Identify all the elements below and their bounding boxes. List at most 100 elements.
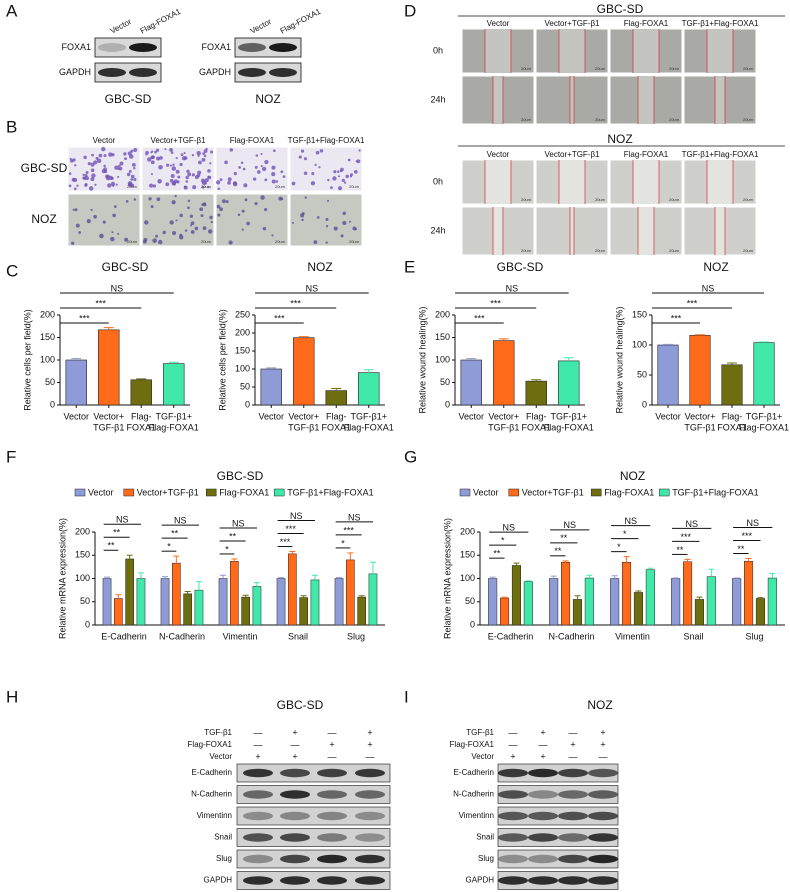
bar xyxy=(102,578,112,626)
blot xyxy=(236,763,391,783)
cell-dot xyxy=(190,224,193,227)
cell-dot xyxy=(172,231,177,235)
cell-dot xyxy=(336,170,340,173)
cell-dot xyxy=(123,152,127,156)
cell-dot xyxy=(164,148,167,151)
band xyxy=(317,876,347,885)
cell-dot xyxy=(353,170,358,174)
cell-dot xyxy=(128,154,134,159)
band xyxy=(588,854,618,864)
cell-dot xyxy=(175,169,180,174)
legend-label: Flag-FOXA1 xyxy=(604,487,654,497)
band xyxy=(98,43,126,52)
band xyxy=(588,811,618,821)
x-tick-label: FOXA1 xyxy=(521,422,551,432)
band xyxy=(317,790,347,799)
condition-label: Vector xyxy=(209,752,232,761)
band xyxy=(558,854,588,864)
cell-dot xyxy=(187,172,192,177)
legend-label: Vector xyxy=(88,487,114,497)
cell-dot xyxy=(203,203,207,207)
panel-letter: A xyxy=(6,1,18,20)
bar xyxy=(671,578,681,626)
y-tick-label: 150 xyxy=(632,309,647,319)
x-tick-label: FOXA1 xyxy=(321,422,351,432)
y-axis-label: Relative wound healing(%) xyxy=(614,306,624,413)
wound xyxy=(485,160,511,204)
x-tick-label: Vector xyxy=(258,411,284,421)
cell-dot xyxy=(98,153,103,158)
bar xyxy=(288,553,297,626)
band xyxy=(498,768,528,778)
bar xyxy=(194,589,204,626)
band xyxy=(129,43,157,52)
y-tick-label: 50 xyxy=(637,369,647,379)
legend-swatch xyxy=(273,488,285,497)
x-tick-label: Flag-FOXA1 xyxy=(739,422,789,432)
bar xyxy=(218,578,228,626)
cell-dot xyxy=(264,159,269,165)
panel-title: GBC-SD xyxy=(277,698,324,712)
bar xyxy=(572,599,582,626)
bar xyxy=(357,596,366,626)
cell-dot xyxy=(298,155,302,159)
cell-dot xyxy=(332,176,337,181)
cell-dot xyxy=(145,150,149,155)
micrograph xyxy=(289,146,363,192)
cell-dot xyxy=(300,213,305,218)
cell-dot xyxy=(82,173,85,176)
band xyxy=(280,768,310,778)
cell-dot xyxy=(152,184,157,188)
error-bar xyxy=(195,581,202,591)
column-label: TGF-β1+Flag-FOXA1 xyxy=(288,136,365,145)
y-tick-label: 200 xyxy=(435,309,450,319)
band xyxy=(528,768,558,778)
condition-mark: + xyxy=(292,727,297,737)
band xyxy=(588,833,618,842)
cell-dot xyxy=(187,199,191,203)
cell-dot xyxy=(179,235,184,240)
y-tick-label: 0 xyxy=(50,399,55,409)
cell-dot xyxy=(174,194,177,198)
bar xyxy=(293,337,315,406)
cell-dot xyxy=(156,197,161,202)
chart-title: NOZ xyxy=(620,469,645,483)
cell-dot xyxy=(183,151,186,155)
cell-dot xyxy=(124,237,129,242)
cell-dot xyxy=(133,198,137,201)
y-axis-label: Relative cells per field(%) xyxy=(22,309,32,411)
cell-dot xyxy=(110,181,116,187)
cell-dot xyxy=(90,177,95,182)
cell-dot xyxy=(191,154,195,157)
x-tick-label: Vimentin xyxy=(223,631,258,641)
cell-dot xyxy=(261,166,267,172)
cell-dot xyxy=(93,160,98,165)
cell-dot xyxy=(183,156,188,160)
cell-dot xyxy=(254,202,258,206)
cell-dot xyxy=(194,226,199,231)
cell-dot xyxy=(217,187,221,191)
cell-dot xyxy=(313,240,318,244)
condition-mark: + xyxy=(292,751,297,761)
band xyxy=(238,43,266,52)
cell-dot xyxy=(280,197,284,201)
x-tick-label: Flag- xyxy=(131,411,152,421)
cell-dot xyxy=(207,175,212,180)
cell-dot xyxy=(243,183,248,188)
cell-dot xyxy=(150,173,153,176)
cell-dot xyxy=(260,195,265,200)
bar xyxy=(136,578,146,626)
panel-letter: G xyxy=(404,447,417,466)
cell-dot xyxy=(201,185,205,189)
bar xyxy=(558,360,580,406)
band xyxy=(558,833,588,842)
bar xyxy=(683,561,693,626)
bar xyxy=(584,577,594,626)
x-tick-label: TGF-β1 xyxy=(93,422,124,432)
protein-label: GAPDH xyxy=(204,876,233,885)
cell-dot xyxy=(117,167,120,170)
cell-dot xyxy=(244,198,248,202)
cell-dot xyxy=(348,220,351,223)
cell-dot xyxy=(319,149,324,153)
error-bar xyxy=(242,594,249,598)
